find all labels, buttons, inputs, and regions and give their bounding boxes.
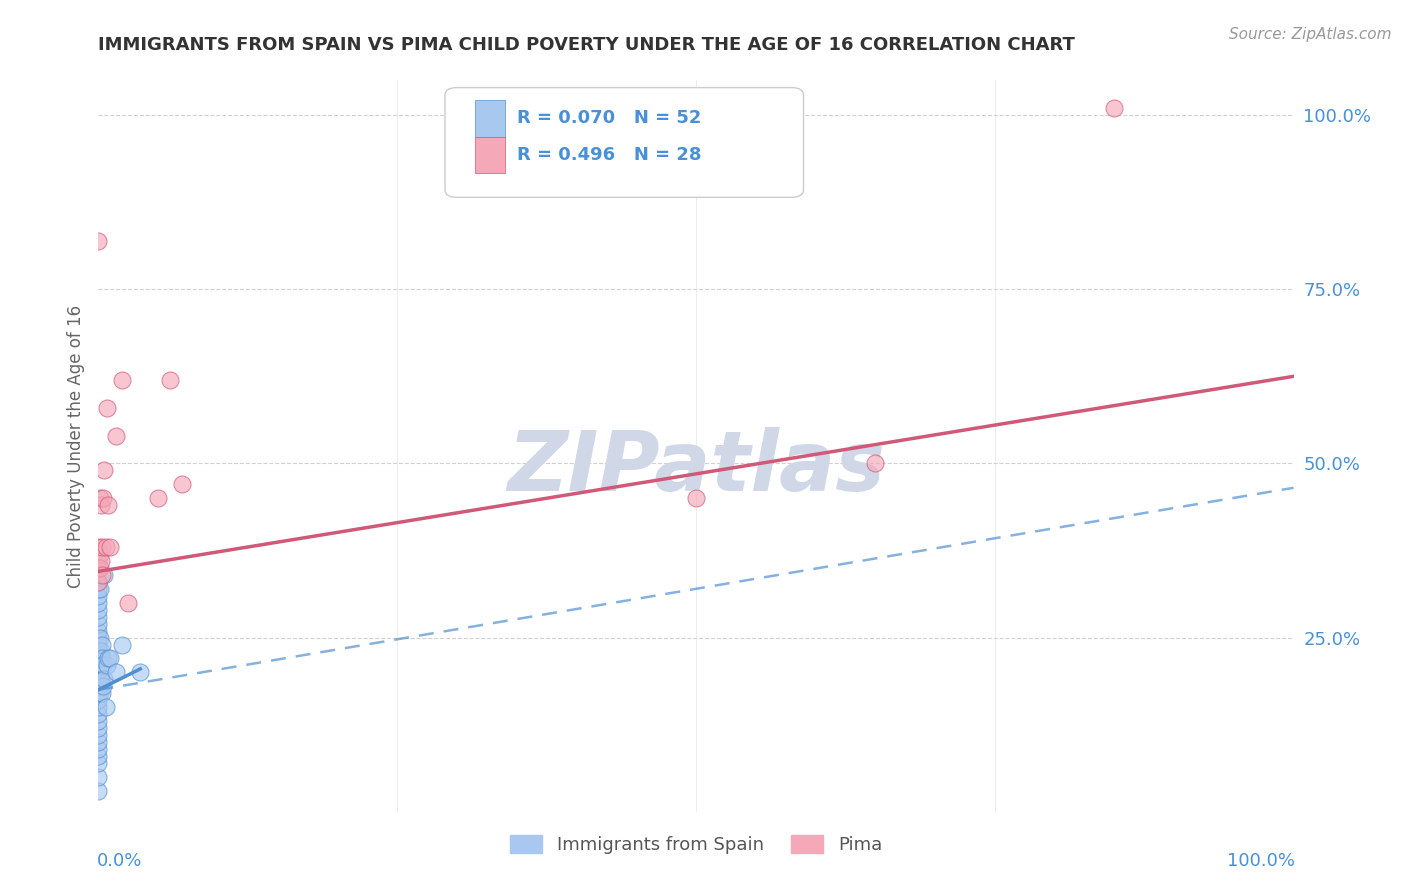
- Text: 0.0%: 0.0%: [97, 852, 142, 870]
- Point: [87, 756, 110, 770]
- Point: [87, 609, 110, 624]
- Point: [87, 624, 110, 638]
- Point: [87, 582, 110, 596]
- Point: [87, 651, 110, 665]
- Text: R = 0.070   N = 52: R = 0.070 N = 52: [517, 110, 702, 128]
- Text: R = 0.496   N = 28: R = 0.496 N = 28: [517, 146, 702, 164]
- Point: [87, 673, 110, 687]
- Point: [117, 596, 139, 610]
- Point: [87, 693, 110, 707]
- Point: [87, 616, 110, 631]
- Point: [87, 561, 110, 575]
- Point: [87, 554, 110, 568]
- Point: [87, 700, 110, 714]
- FancyBboxPatch shape: [475, 100, 505, 136]
- Text: 100.0%: 100.0%: [1226, 852, 1295, 870]
- Point: [111, 638, 134, 652]
- Point: [89, 547, 111, 561]
- Point: [94, 540, 117, 554]
- Point: [93, 463, 115, 477]
- Point: [90, 498, 112, 512]
- Point: [87, 631, 110, 645]
- Point: [87, 234, 110, 248]
- Point: [87, 638, 110, 652]
- Point: [87, 603, 110, 617]
- Point: [87, 574, 110, 589]
- Point: [87, 735, 110, 749]
- Point: [89, 673, 111, 687]
- Point: [91, 686, 114, 700]
- Point: [90, 554, 112, 568]
- Point: [91, 651, 114, 665]
- Point: [89, 651, 111, 665]
- Point: [91, 567, 114, 582]
- Point: [97, 651, 120, 665]
- Point: [159, 373, 181, 387]
- Point: [89, 491, 111, 506]
- Point: [91, 638, 114, 652]
- Text: Source: ZipAtlas.com: Source: ZipAtlas.com: [1229, 27, 1392, 42]
- FancyBboxPatch shape: [475, 136, 505, 173]
- Point: [111, 373, 134, 387]
- Point: [87, 658, 110, 673]
- Point: [105, 665, 128, 680]
- Point: [91, 658, 114, 673]
- Point: [87, 644, 110, 658]
- Point: [90, 644, 112, 658]
- Point: [87, 721, 110, 735]
- Point: [87, 686, 110, 700]
- Point: [685, 491, 707, 506]
- Point: [91, 679, 114, 693]
- Point: [148, 491, 170, 506]
- Point: [97, 498, 120, 512]
- Text: ZIPatlas: ZIPatlas: [508, 427, 884, 508]
- Point: [87, 742, 110, 756]
- Point: [865, 457, 887, 471]
- Point: [87, 784, 110, 798]
- Point: [89, 561, 111, 575]
- Point: [87, 770, 110, 784]
- Point: [93, 567, 115, 582]
- Point: [129, 665, 152, 680]
- Point: [96, 658, 118, 673]
- Point: [87, 679, 110, 693]
- Point: [89, 686, 111, 700]
- Point: [89, 582, 111, 596]
- Point: [105, 428, 128, 442]
- Point: [172, 477, 194, 491]
- Point: [89, 631, 111, 645]
- Point: [87, 728, 110, 742]
- Y-axis label: Child Poverty Under the Age of 16: Child Poverty Under the Age of 16: [66, 304, 84, 588]
- Point: [87, 679, 110, 693]
- Point: [87, 714, 110, 728]
- Point: [96, 401, 118, 415]
- Point: [87, 596, 110, 610]
- Point: [87, 561, 110, 575]
- Point: [87, 540, 110, 554]
- Point: [91, 491, 114, 506]
- Point: [98, 651, 122, 665]
- Point: [90, 658, 112, 673]
- Text: IMMIGRANTS FROM SPAIN VS PIMA CHILD POVERTY UNDER THE AGE OF 16 CORRELATION CHAR: IMMIGRANTS FROM SPAIN VS PIMA CHILD POVE…: [98, 36, 1076, 54]
- Point: [1104, 101, 1126, 115]
- Point: [87, 749, 110, 764]
- Point: [87, 665, 110, 680]
- Point: [87, 707, 110, 722]
- Point: [98, 540, 122, 554]
- Legend: Immigrants from Spain, Pima: Immigrants from Spain, Pima: [502, 828, 890, 861]
- Point: [90, 673, 112, 687]
- FancyBboxPatch shape: [446, 87, 804, 197]
- Point: [87, 589, 110, 603]
- Point: [87, 574, 110, 589]
- Point: [91, 540, 114, 554]
- Point: [94, 700, 117, 714]
- Point: [93, 673, 115, 687]
